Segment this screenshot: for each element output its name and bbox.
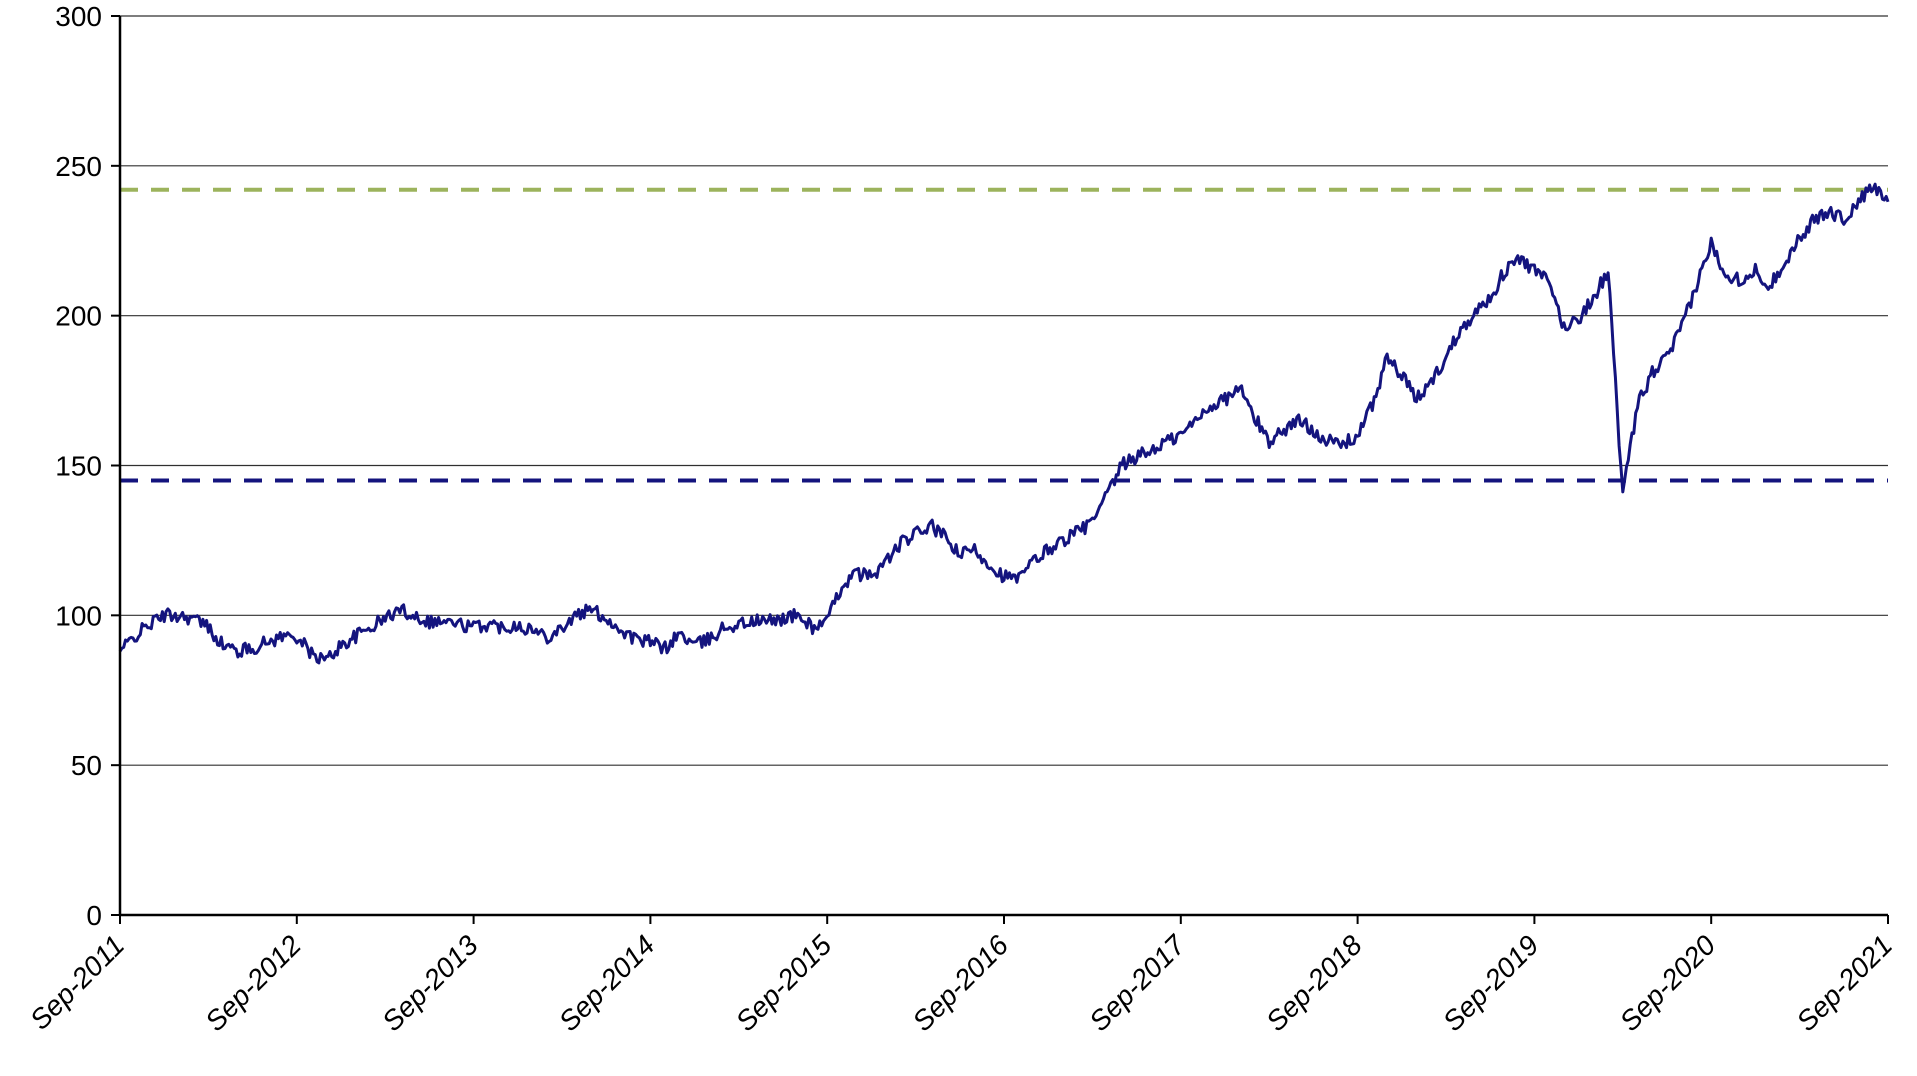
x-tick-label: Sep-2016 [906,929,1014,1037]
y-tick-label: 0 [86,900,102,931]
x-tick-label: Sep-2014 [553,929,661,1037]
x-tick-label: Sep-2017 [1083,928,1192,1037]
price-series-path [118,182,1890,665]
x-tick-label: Sep-2018 [1260,929,1368,1037]
x-tick-label: Sep-2012 [199,929,307,1037]
y-tick-label: 150 [55,451,102,482]
x-tick-label: Sep-2011 [24,929,130,1035]
y-tick-label: 50 [71,750,102,781]
x-tick-label: Sep-2019 [1437,929,1545,1037]
y-tick-label: 300 [55,1,102,32]
x-tick-label: Sep-2015 [730,929,838,1037]
x-tick-label: Sep-2021 [1790,929,1898,1037]
y-tick-label: 200 [55,301,102,332]
y-tick-label: 250 [55,151,102,182]
x-tick-label: Sep-2020 [1614,929,1722,1037]
x-tick-label: Sep-2013 [376,929,484,1037]
y-tick-label: 100 [55,600,102,631]
